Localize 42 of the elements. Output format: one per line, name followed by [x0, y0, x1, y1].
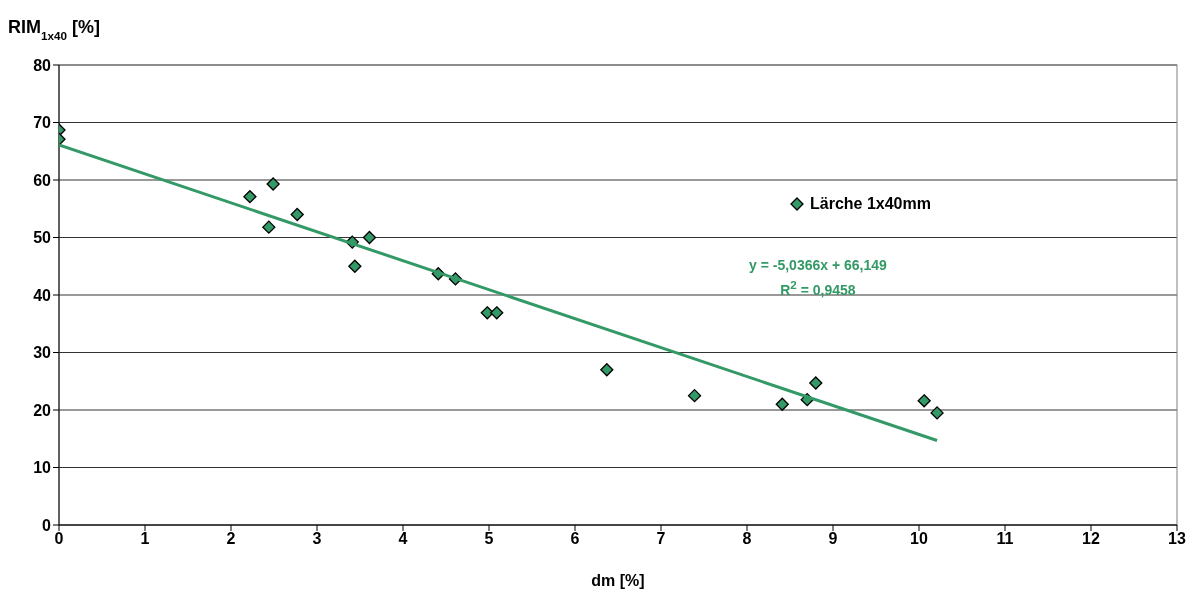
- y-tick-label: 70: [33, 114, 52, 132]
- point: [243, 190, 257, 204]
- legend-label: Lärche 1x40mm: [810, 195, 931, 213]
- y-tick-label: 10: [33, 459, 52, 477]
- y-tick-label: 20: [33, 401, 52, 419]
- x-tick-label: 12: [1082, 530, 1100, 548]
- point: [917, 394, 931, 408]
- x-tick-label: 9: [828, 530, 838, 548]
- y-tick-label: 60: [33, 171, 52, 189]
- x-tick-label: 11: [996, 530, 1014, 548]
- annotation: y = -5,0366x + 66,149: [748, 256, 888, 275]
- point: [809, 376, 823, 390]
- x-tick-label: 7: [656, 530, 666, 548]
- x-tick-label: 4: [398, 530, 408, 548]
- x-tick-label: 6: [570, 530, 580, 548]
- point: [600, 363, 614, 377]
- point: [480, 306, 494, 320]
- x-tick-label: 0: [54, 530, 64, 548]
- y-tick-label: 40: [33, 286, 52, 304]
- x-axis-title: dm [%]: [591, 572, 645, 589]
- x-tick-label: 1: [140, 530, 150, 548]
- y-tick-label: 50: [33, 229, 52, 247]
- point: [290, 207, 304, 222]
- x-tick-label: 2: [226, 530, 236, 548]
- point: [930, 406, 944, 420]
- y-tick-label: 80: [33, 56, 52, 74]
- point: [490, 306, 504, 320]
- point: [266, 177, 280, 191]
- x-tick-label: 3: [312, 530, 322, 548]
- y-axis-title: RIM$_{1x40}$ [%]: [8, 17, 101, 42]
- point: [775, 397, 789, 411]
- x-tick-label: 10: [910, 530, 928, 548]
- x-tick-label: 8: [742, 530, 752, 548]
- annotation: R$^{2}$ = 0,9458: [779, 277, 857, 300]
- x-tick-label: 5: [484, 530, 494, 548]
- y-tick-label: 30: [33, 344, 52, 362]
- point: [262, 220, 276, 234]
- x-tick-label: 13: [1168, 530, 1186, 548]
- y-tick-label: 0: [42, 516, 52, 534]
- point: [362, 230, 377, 245]
- point: [348, 259, 362, 273]
- point: [687, 388, 702, 403]
